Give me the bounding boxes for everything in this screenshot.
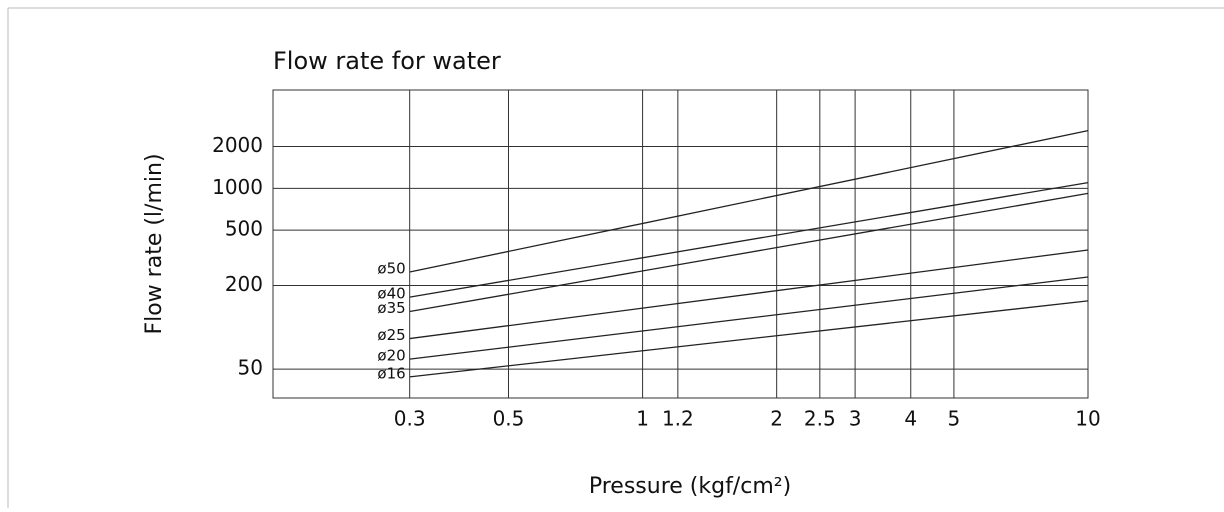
y-tick-label: 1000: [212, 175, 263, 199]
x-tick-label: 0.3: [394, 407, 426, 431]
x-tick-label: 2: [770, 407, 783, 431]
x-axis-label: Pressure (kgf/cm²): [589, 474, 791, 499]
x-tick-label: 0.5: [493, 407, 525, 431]
y-tick-label: 50: [238, 356, 263, 380]
x-tick-label: 1.2: [662, 407, 694, 431]
x-tick-label: 4: [904, 407, 917, 431]
y-tick-label: 500: [225, 217, 263, 241]
series-label: ø50: [377, 260, 405, 278]
y-axis-label: Flow rate (l/min): [142, 153, 167, 334]
series-label: ø20: [377, 347, 405, 365]
y-tick-label: 2000: [212, 133, 263, 157]
x-tick-label: 3: [849, 407, 862, 431]
x-tick-label: 1: [636, 407, 649, 431]
y-tick-label: 200: [225, 272, 263, 296]
series-label: ø40: [377, 285, 405, 303]
x-tick-label: 2.5: [804, 407, 836, 431]
series-line: [409, 300, 1089, 378]
series-line: [409, 130, 1089, 273]
x-tick-label: 5: [948, 407, 961, 431]
series-label: ø35: [377, 299, 405, 317]
series-line: [409, 192, 1089, 313]
series-line: [409, 249, 1089, 340]
series-line: [409, 276, 1089, 360]
series-line: [409, 181, 1089, 298]
series-label: ø25: [377, 326, 405, 344]
chart-title: Flow rate for water: [273, 47, 501, 75]
x-tick-label: 10: [1075, 407, 1100, 431]
series-label: ø16: [377, 364, 405, 382]
